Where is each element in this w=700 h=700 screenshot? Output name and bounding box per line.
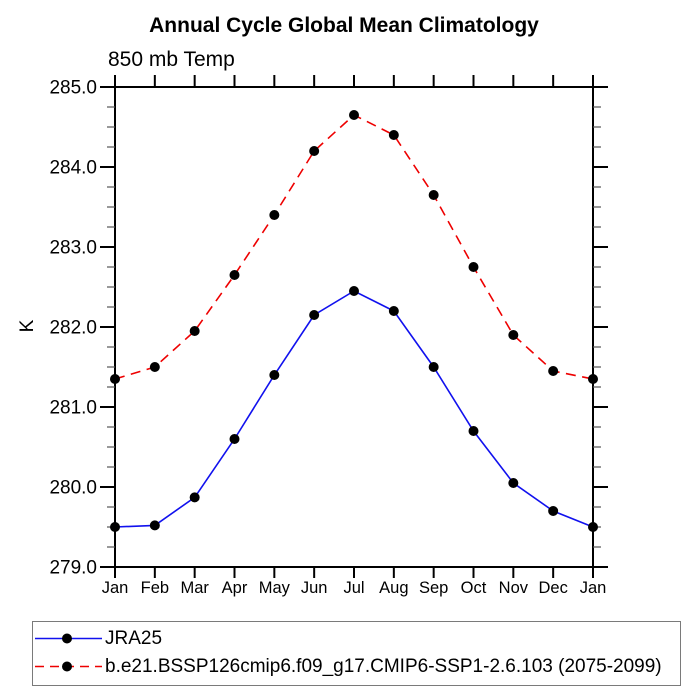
data-point-marker xyxy=(468,262,479,272)
legend-box: JRA25 b.e21.BSSP126cmip6.f09_g17.CMIP6-S… xyxy=(32,621,681,686)
data-point-marker xyxy=(508,478,519,488)
legend-label: JRA25 xyxy=(105,627,163,649)
data-point-marker xyxy=(548,366,559,376)
data-point-marker xyxy=(349,110,359,120)
legend-sample-marker xyxy=(62,633,72,644)
legend-line-sample-dashed xyxy=(35,661,102,672)
legend-sample-marker xyxy=(62,661,72,672)
y-tick-label: 279.0 xyxy=(49,558,97,579)
legend-line-sample-solid xyxy=(35,633,102,644)
data-point-marker xyxy=(388,130,399,140)
x-tick-label: Apr xyxy=(222,579,248,597)
data-point-marker xyxy=(189,326,200,336)
x-tick-label: Dec xyxy=(538,579,567,597)
y-tick-label: 280.0 xyxy=(49,478,97,499)
x-tick-label: Mar xyxy=(180,579,209,597)
x-tick-label: Jan xyxy=(102,579,129,597)
x-tick-label: Jun xyxy=(301,579,328,597)
data-point-marker xyxy=(229,434,240,444)
y-tick-label: 281.0 xyxy=(49,398,97,419)
x-tick-label: Aug xyxy=(379,579,408,597)
data-point-marker xyxy=(468,426,479,436)
x-tick-label: Nov xyxy=(499,579,529,597)
data-point-marker xyxy=(110,522,120,532)
data-point-marker xyxy=(428,190,439,200)
data-point-marker xyxy=(269,210,280,220)
y-tick-label: 282.0 xyxy=(49,318,97,339)
y-tick-label: 283.0 xyxy=(49,238,97,259)
data-point-marker xyxy=(149,362,160,372)
data-point-marker xyxy=(309,310,320,320)
data-point-marker xyxy=(508,330,519,340)
x-tick-label: Oct xyxy=(461,579,487,597)
legend-item-jra25: JRA25 xyxy=(34,625,162,652)
data-point-marker xyxy=(269,370,280,380)
series-line-model xyxy=(114,114,594,380)
x-tick-label: Jul xyxy=(343,579,364,597)
data-point-marker xyxy=(189,492,200,503)
data-point-marker xyxy=(428,362,439,372)
data-point-marker xyxy=(229,270,240,280)
x-tick-label: May xyxy=(259,579,291,597)
x-tick-label: Sep xyxy=(419,579,448,597)
y-tick-label: 285.0 xyxy=(49,78,97,99)
data-point-marker xyxy=(349,286,359,296)
y-axis-label: K xyxy=(17,319,38,333)
legend-item-model: b.e21.BSSP126cmip6.f09_g17.CMIP6-SSP1-2.… xyxy=(34,653,662,680)
data-point-marker xyxy=(588,522,598,532)
y-tick-label: 284.0 xyxy=(49,158,97,179)
legend-label: b.e21.BSSP126cmip6.f09_g17.CMIP6-SSP1-2.… xyxy=(105,655,662,677)
chart-subtitle: 850 mb Temp xyxy=(108,48,235,71)
data-point-marker xyxy=(149,520,160,531)
x-tick-label: Jan xyxy=(580,579,607,597)
data-point-marker xyxy=(548,506,559,516)
data-point-marker xyxy=(110,374,120,384)
data-point-marker xyxy=(388,306,399,316)
chart-title: Annual Cycle Global Mean Climatology xyxy=(149,14,539,37)
x-tick-label: Feb xyxy=(141,579,169,597)
series-line-jra25 xyxy=(114,290,594,528)
data-point-marker xyxy=(588,374,598,384)
data-point-marker xyxy=(309,146,320,156)
